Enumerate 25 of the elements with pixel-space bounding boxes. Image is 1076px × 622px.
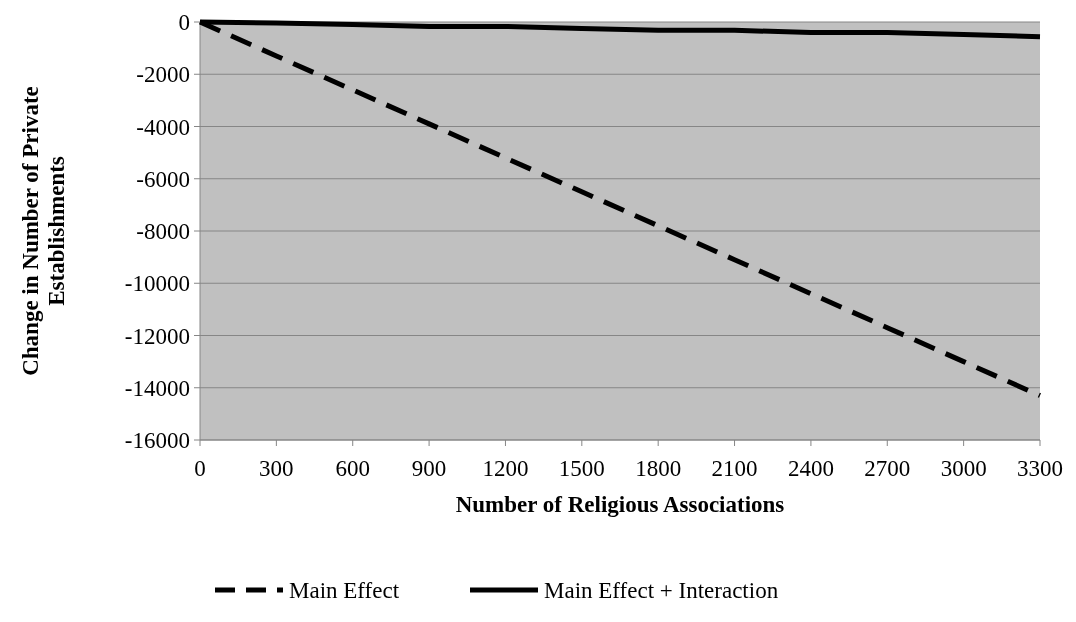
x-tick-label: 1800 bbox=[635, 456, 682, 481]
x-tick-label: 1200 bbox=[482, 456, 529, 481]
y-tick-label: -10000 bbox=[124, 271, 190, 297]
x-tick-label: 900 bbox=[411, 456, 447, 481]
y-tick-label: -16000 bbox=[124, 428, 190, 454]
legend-label: Main Effect + Interaction bbox=[544, 578, 779, 604]
y-tick-label: -6000 bbox=[136, 166, 190, 192]
y-tick-label: -2000 bbox=[136, 62, 190, 88]
x-tick-label: 1500 bbox=[558, 456, 605, 481]
y-tick-label: -4000 bbox=[136, 114, 190, 140]
y-tick-label: -8000 bbox=[136, 219, 190, 245]
x-tick-label: 2100 bbox=[711, 456, 758, 481]
y-axis-title: Change in Number of Private Establishments bbox=[17, 86, 70, 376]
y-tick-label: -12000 bbox=[124, 323, 190, 349]
x-tick-label: 0 bbox=[194, 456, 206, 481]
x-tick-label: 600 bbox=[335, 456, 370, 481]
y-tick-label: -14000 bbox=[124, 375, 190, 401]
y-tick-label: 0 bbox=[178, 10, 190, 36]
x-tick-label: 300 bbox=[259, 456, 294, 481]
x-tick-label: 2700 bbox=[864, 456, 911, 481]
legend-label: Main Effect bbox=[289, 578, 400, 604]
x-axis-title: Number of Religious Associations bbox=[455, 492, 785, 517]
x-tick-label: 3000 bbox=[940, 456, 987, 481]
x-tick-label: 2400 bbox=[787, 456, 834, 481]
x-tick-label: 3300 bbox=[1017, 456, 1063, 481]
